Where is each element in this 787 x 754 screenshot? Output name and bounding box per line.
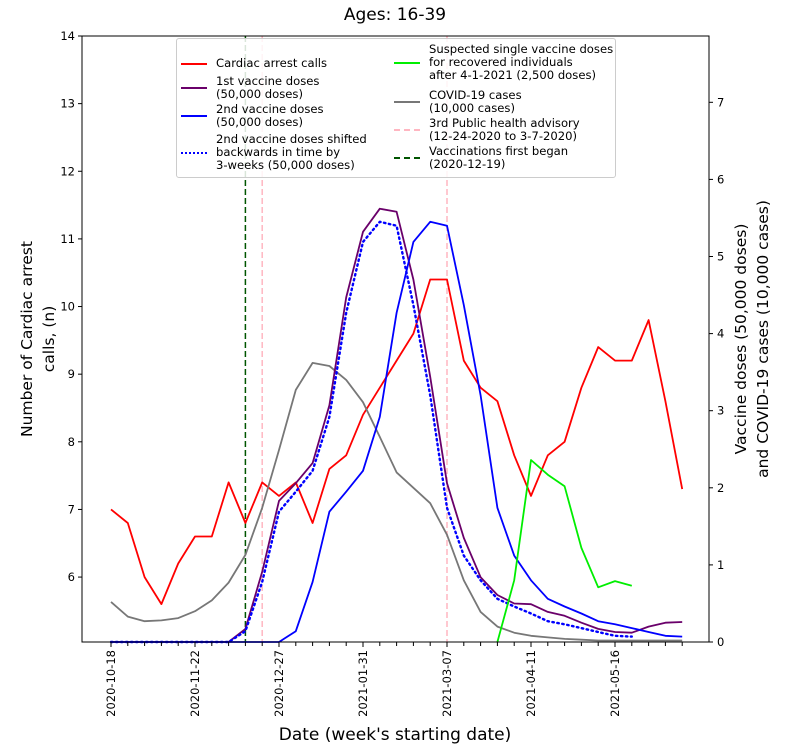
y-tick-label: 11: [60, 232, 75, 246]
legend-swatch: [394, 101, 420, 103]
y-tick-label: 8: [68, 435, 75, 449]
x-tick-label: 2020-10-18: [104, 650, 118, 717]
legend-label: 3-weeks (50,000 doses): [216, 158, 355, 172]
y-axis-label-line2: calls, (n): [40, 306, 58, 372]
y-right-tick-label: 1: [717, 558, 724, 572]
legend-label: Vaccinations first began: [429, 144, 569, 158]
plot-frame: [81, 35, 710, 643]
x-tick-label: 2021-04-11: [524, 650, 538, 717]
y-tick-label: 13: [60, 97, 75, 111]
x-tick-label: 2021-03-07: [440, 650, 454, 717]
legend-item: Suspected single vaccine doses for recove…: [394, 43, 613, 82]
y-tick-label: 6: [68, 570, 75, 584]
y-tick-label: 7: [68, 502, 75, 516]
legend-swatch: [181, 151, 207, 154]
series-line-1: [110, 361, 683, 642]
chart-title: Ages: 16-39: [344, 5, 446, 25]
y-right-tick-label: 0: [717, 635, 724, 649]
y-right-tick-label: 4: [717, 327, 724, 341]
x-axis-label: Date (week's starting date): [279, 725, 512, 745]
y-right-tick-label: 2: [717, 481, 724, 495]
y-right-tick-label: 6: [717, 172, 724, 186]
legend-label: (50,000 doses): [216, 87, 303, 101]
legend-label: COVID-19 cases: [429, 88, 522, 102]
legend-swatch: [394, 157, 420, 159]
legend-label: 1st vaccine doses: [216, 74, 320, 88]
series-line-5: [496, 459, 633, 643]
legend-swatch: [181, 115, 207, 117]
legend-item: 1st vaccine doses (50,000 doses): [181, 75, 319, 101]
series-line-0: [110, 278, 684, 605]
legend-label: (2020-12-19): [429, 157, 506, 171]
legend-label: Cardiac arrest calls: [216, 56, 328, 70]
y-right-axis-label-line2: and COVID-19 cases (10,000 cases): [754, 200, 772, 478]
x-tick-label: 2020-12-27: [272, 650, 286, 717]
y-axis-label-line1: Number of Cardiac arrest: [18, 241, 36, 437]
series-line-3: [111, 220, 683, 643]
legend-item: Cardiac arrest calls: [181, 57, 327, 70]
legend-swatch: [181, 87, 207, 89]
x-tick-label: 2021-01-31: [356, 650, 370, 717]
legend-label: 2nd vaccine doses: [216, 102, 324, 116]
series-line-4: [109, 220, 633, 644]
y-tick-label: 12: [60, 164, 75, 178]
y-right-axis-label-line1: Vaccine doses (50,000 doses): [732, 224, 750, 455]
legend-label: after 4-1-2021 (2,500 doses): [429, 68, 597, 82]
legend-label: (50,000 doses): [216, 115, 303, 129]
legend-label: (10,000 cases): [429, 101, 515, 115]
legend-item: Vaccinations first began (2020-12-19): [394, 145, 568, 171]
y-tick-label: 10: [60, 300, 75, 314]
x-tick-label: 2021-05-16: [608, 650, 622, 717]
series-line-2: [111, 207, 683, 643]
legend-item: COVID-19 cases (10,000 cases): [394, 89, 522, 115]
legend-label: 3rd Public health advisory: [429, 116, 580, 130]
legend-label: 2nd vaccine doses shifted: [216, 132, 367, 146]
legend-label: (12-24-2020 to 3-7-2020): [429, 129, 578, 143]
legend-swatch: [181, 62, 207, 65]
legend-item: 3rd Public health advisory (12-24-2020 to…: [394, 117, 580, 143]
legend-swatch: [394, 129, 420, 131]
y-right-tick-label: 7: [717, 95, 724, 109]
legend-label: for recovered individuals: [429, 55, 573, 69]
legend-label: backwards in time by: [216, 145, 341, 159]
y-tick-label: 14: [60, 29, 75, 43]
y-tick-label: 9: [68, 367, 75, 381]
legend-item: 2nd vaccine doses (50,000 doses): [181, 103, 324, 129]
x-tick-label: 2020-11-22: [188, 650, 202, 717]
legend-swatch: [394, 61, 420, 64]
y-right-tick-label: 3: [717, 404, 724, 418]
y-right-tick-label: 5: [717, 250, 724, 264]
legend: Cardiac arrest calls 1st vaccine doses (50…: [176, 38, 616, 178]
legend-item: 2nd vaccine doses shifted backwards in ti…: [181, 133, 367, 172]
legend-label: Suspected single vaccine doses: [429, 42, 614, 56]
